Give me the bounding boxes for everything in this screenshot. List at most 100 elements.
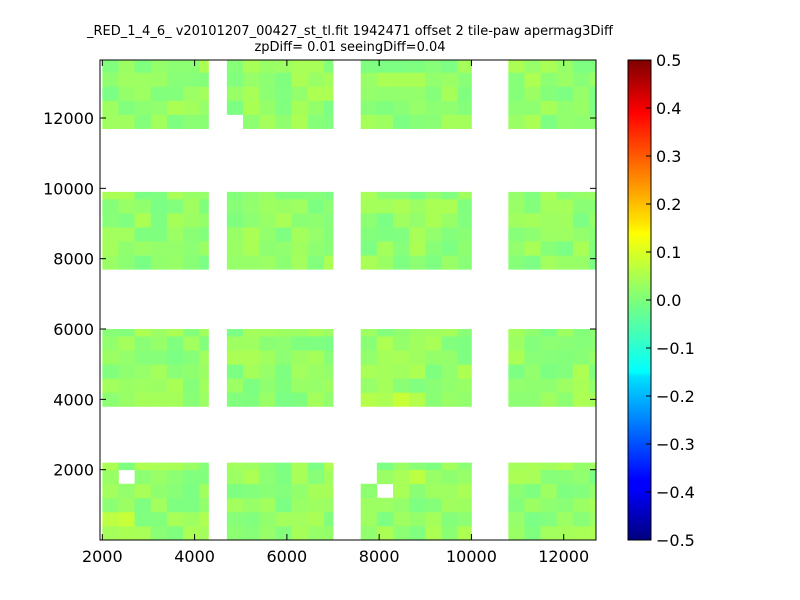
heatmap-cell	[134, 364, 152, 379]
heatmap-cell	[457, 329, 472, 337]
heatmap-cell	[524, 497, 542, 513]
heatmap-cell	[392, 86, 410, 101]
heatmap-cell	[572, 483, 590, 499]
heatmap-cell	[259, 483, 276, 499]
heatmap-cell	[226, 364, 244, 379]
heatmap-cell	[556, 227, 574, 242]
heatmap-cell	[243, 227, 260, 242]
heatmap-cell	[360, 227, 378, 242]
heatmap-cell	[183, 241, 200, 256]
heatmap-cell	[392, 114, 410, 129]
colorbar-tick-label: −0.2	[656, 387, 695, 406]
x-axis: 2000 4000 6000 8000 10000 12000	[82, 60, 589, 566]
heatmap-cell	[589, 525, 597, 541]
heatmap-cell	[259, 525, 276, 541]
y-axis: 2000 4000 6000 8000 10000 12000	[43, 109, 596, 480]
heatmap-cell	[441, 469, 458, 485]
heatmap-cell	[441, 511, 458, 527]
heatmap-cell	[392, 392, 410, 407]
heatmap-cell	[524, 336, 542, 351]
heatmap-cell	[183, 86, 200, 101]
heatmap-cell	[166, 364, 184, 379]
heatmap-cell	[134, 497, 152, 513]
heatmap-cell	[540, 525, 558, 541]
heatmap-cell	[392, 364, 410, 379]
heatmap-cell	[166, 72, 184, 87]
heatmap-cell	[524, 329, 542, 337]
heatmap-cell	[275, 511, 292, 527]
heatmap-cell	[102, 511, 119, 527]
heatmap-cell	[409, 255, 426, 270]
heatmap-cell	[425, 212, 442, 228]
heatmap-cell	[118, 72, 136, 87]
heatmap-cell	[392, 100, 410, 115]
heatmap-cell	[425, 497, 442, 513]
heatmap-cell	[323, 462, 334, 471]
heatmap-cell	[307, 241, 325, 256]
heatmap-cell	[508, 212, 525, 228]
heatmap-cell	[275, 212, 292, 228]
heatmap-cell	[226, 72, 244, 87]
heatmap-cell	[291, 497, 309, 513]
heatmap-cell	[572, 329, 590, 337]
colorbar-tick-label: −0.1	[656, 339, 695, 358]
heatmap-cell	[259, 329, 276, 337]
heatmap-cell	[323, 227, 334, 242]
heatmap-cell	[259, 100, 276, 115]
heatmap-cell	[259, 60, 276, 73]
heatmap-cell	[183, 483, 200, 499]
colorbar-tick-label: 0.5	[656, 51, 681, 70]
heatmap-cell	[441, 350, 458, 365]
heatmap-cell	[118, 525, 136, 541]
heatmap-cell	[275, 364, 292, 379]
heatmap-cell	[275, 378, 292, 393]
heatmap-cell	[392, 378, 410, 393]
heatmap-cell	[102, 227, 119, 242]
heatmap-cell	[226, 483, 244, 499]
heatmap-cell	[243, 511, 260, 527]
heatmap-cell	[166, 60, 184, 73]
heatmap-cell	[457, 469, 472, 485]
heatmap-cell	[275, 329, 292, 337]
heatmap-cell	[457, 255, 472, 270]
heatmap-cell	[323, 241, 334, 256]
heatmap-cell	[199, 72, 209, 87]
heatmap-cell	[259, 336, 276, 351]
heatmap-cell	[360, 255, 378, 270]
heatmap-cell	[441, 72, 458, 87]
heatmap-cell	[226, 198, 244, 214]
heatmap-cell	[259, 350, 276, 365]
heatmap-cell	[441, 483, 458, 499]
heatmap-cell	[323, 191, 334, 200]
heatmap-cell	[392, 336, 410, 351]
heatmap-cell	[441, 191, 458, 200]
heatmap-cell	[259, 86, 276, 101]
heatmap-cell	[323, 350, 334, 365]
colorbar-axis: 0.5 0.4 0.3 0.2 0.1 0.0 −0.1 −0.2 −0.3 −0.4 −0.5	[646, 51, 695, 550]
heatmap-cell	[360, 100, 378, 115]
heatmap-cell	[425, 60, 442, 73]
colorbar-tick-label: 0.0	[656, 291, 681, 310]
heatmap-cell	[589, 114, 597, 129]
heatmap-cell	[589, 255, 597, 270]
heatmap-cell	[323, 114, 334, 129]
heatmap-cell	[360, 60, 378, 73]
heatmap-cell	[508, 100, 525, 115]
heatmap-cell	[425, 378, 442, 393]
heatmap-cell	[556, 511, 574, 527]
heatmap-cell	[425, 100, 442, 115]
heatmap-cell	[183, 198, 200, 214]
heatmap-cell	[524, 86, 542, 101]
heatmap-cell	[409, 212, 426, 228]
heatmap-cell	[102, 255, 119, 270]
heatmap-cell	[508, 329, 525, 337]
heatmap-cell	[524, 198, 542, 214]
heatmap-cell	[183, 336, 200, 351]
heatmap-cell	[425, 329, 442, 337]
x-tick-label: 12000	[538, 547, 589, 566]
heatmap-cell	[226, 329, 244, 337]
heatmap-cell	[441, 212, 458, 228]
heatmap-cell	[102, 392, 119, 407]
heatmap-cell	[323, 525, 334, 541]
heatmap-cell	[199, 86, 209, 101]
